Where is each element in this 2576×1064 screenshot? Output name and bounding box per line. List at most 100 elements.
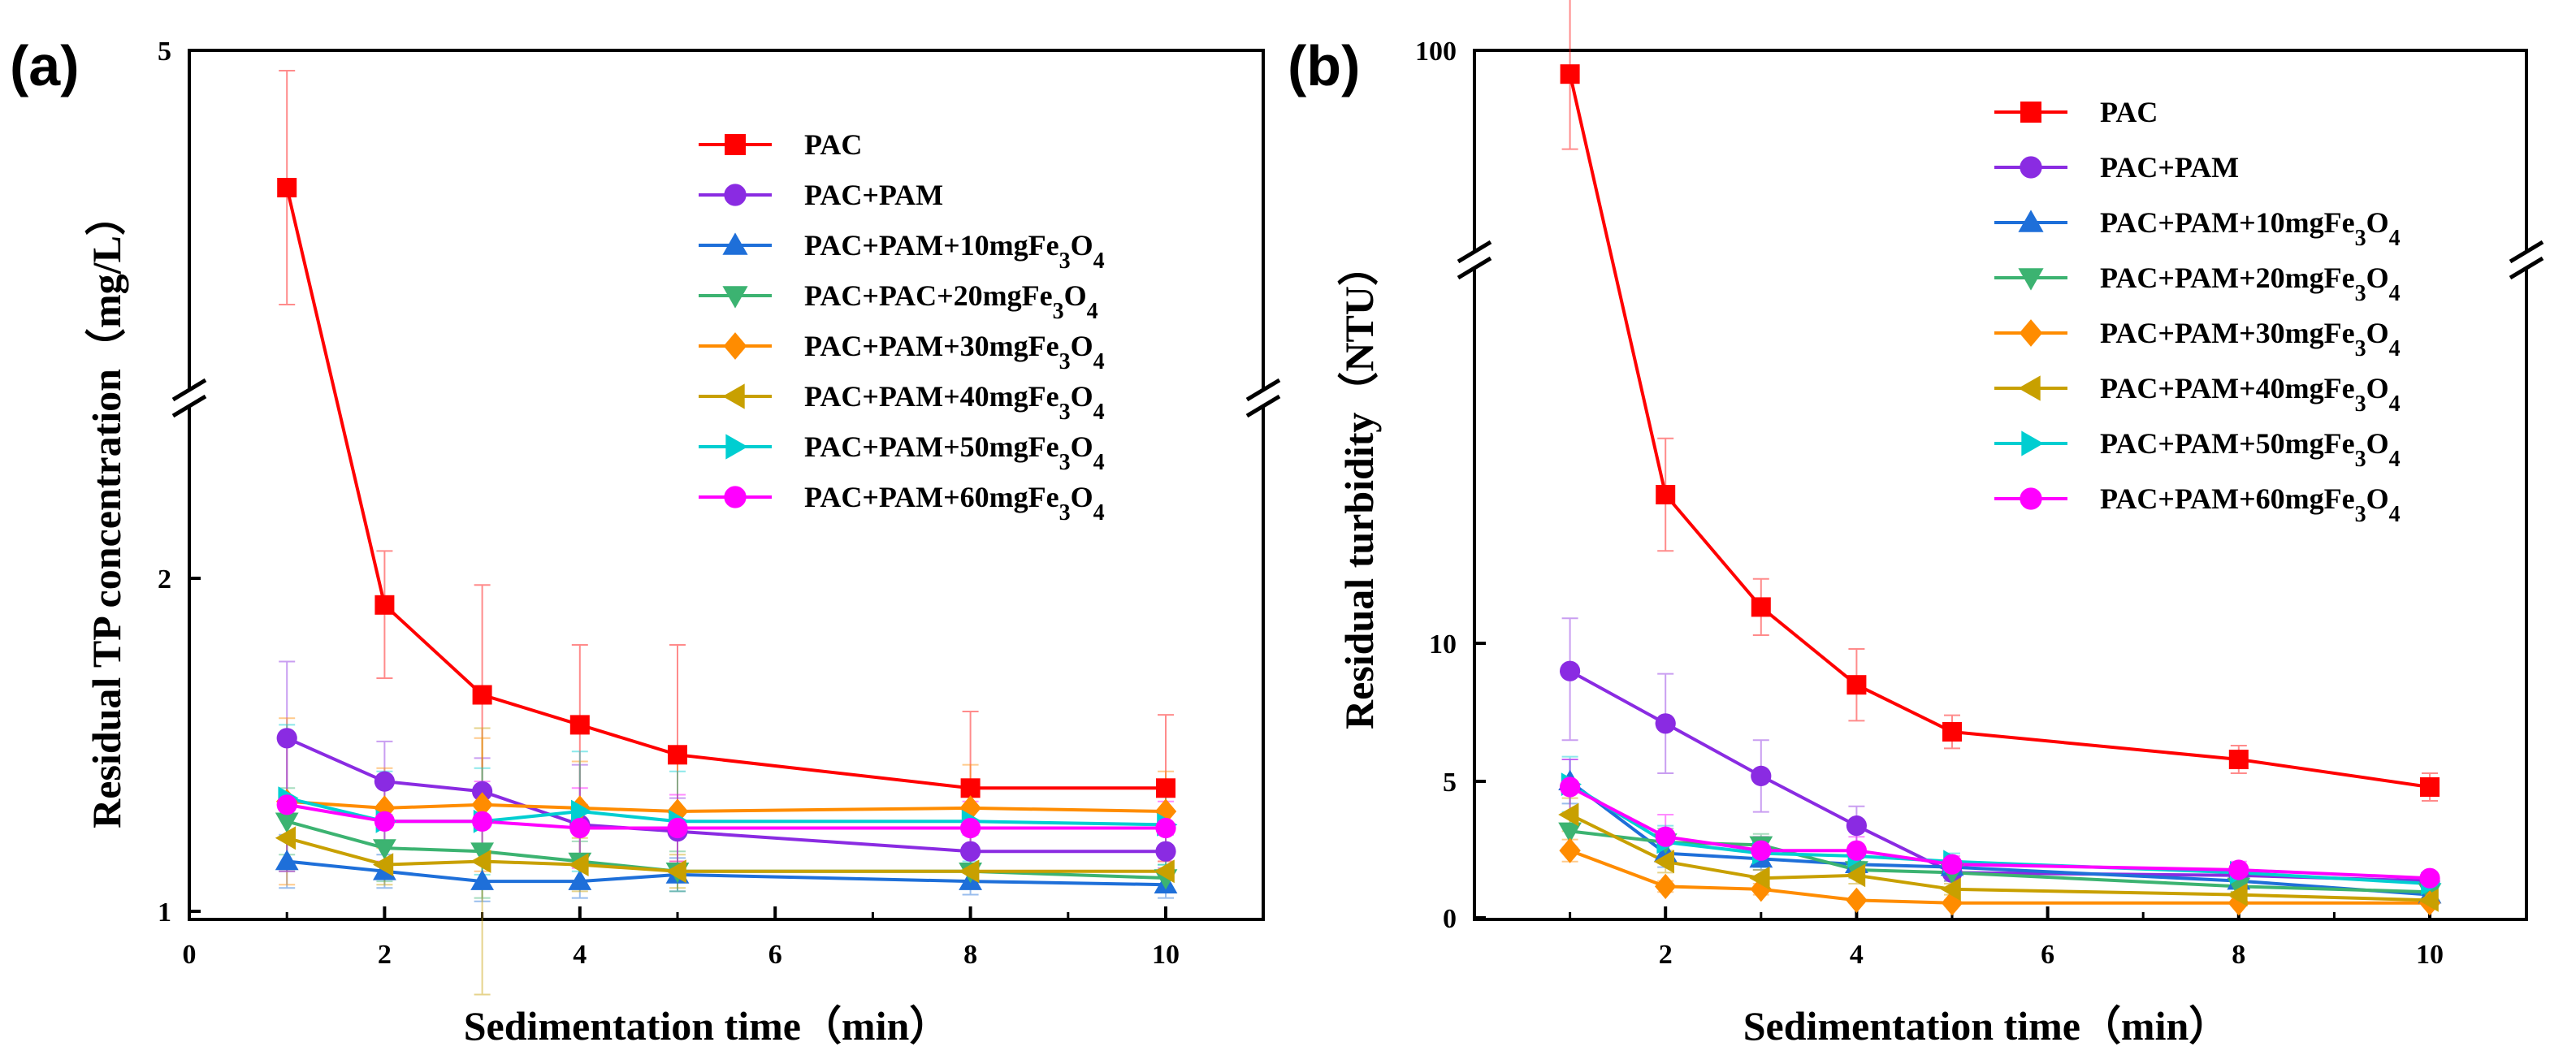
legend-marker-pac-pam-10mgfe3o4 [722,232,748,255]
data-point-pac-pam-50mgfe3o4 [571,799,592,824]
y-tick-label-100: 100 [1415,37,1457,67]
panel-a: (a) 1 2 5 0 2 4 6 8 10 PAC PAC+PAM PAC+PAM+10mgFe3… [10,34,1281,1049]
x-tick-label-8: 8 [963,940,977,970]
legend-label-pac-pam-60mgfe3o4: PAC+PAM+60mgFe3O4 [2100,482,2401,527]
data-point-pac [2228,750,2249,769]
panel-a-y-axis-title: Residual TP concentration（mg/L） [84,195,129,828]
legend-label-pac-pam: PAC+PAM [804,179,943,211]
x-tick-label-4: 4 [573,940,587,970]
data-point-pac-pam-60mgfe3o4 [2228,859,2249,880]
legend-label-pac-pam-50mgfe3o4: PAC+PAM+50mgFe3O4 [804,430,1105,475]
x-tick-label-10: 10 [2416,940,2444,970]
data-point-pac-pam-60mgfe3o4 [1655,826,1676,847]
legend-label-pac-pam-40mgfe3o4: PAC+PAM+40mgFe3O4 [804,380,1105,425]
panel-a-error-bars [279,70,1174,996]
data-point-pac-pam [472,781,493,802]
data-point-pac-pam-10mgfe3o4 [568,869,592,890]
panel-b-label: (b) [1288,34,1360,97]
data-point-pac-pam-20mgfe3o4 [2227,877,2251,898]
legend-marker-pac-pam [724,184,747,206]
x-tick-label-6: 6 [768,940,782,970]
data-point-pac-pam-30mgfe3o4 [1559,837,1581,863]
data-point-pac [960,778,981,798]
panel-a-label: (a) [10,34,80,97]
legend-label-pac-pam-20mgfe3o4: PAC+PAM+20mgFe3O4 [2100,262,2401,306]
legend-label-pac-pam: PAC+PAM [2100,151,2239,184]
panel-a-markers [275,178,1178,893]
data-point-pac-pam-20mgfe3o4 [1558,822,1582,843]
x-tick-label-10: 10 [1152,940,1180,970]
data-point-pac [277,178,297,197]
panel-a-axis-breaks [171,378,1281,418]
legend-label-pac-pam-30mgfe3o4: PAC+PAM+30mgFe3O4 [2100,317,2401,361]
data-point-pac-pam-60mgfe3o4 [276,794,297,815]
x-tick-label-2: 2 [1659,940,1673,970]
data-point-pac-pac-20mgfe3o4 [373,839,396,860]
legend-label-pac-pac-20mgfe3o4: PAC+PAC+20mgFe3O4 [804,279,1098,324]
data-point-pac-pam-40mgfe3o4 [1558,802,1579,827]
panel-b-plot-frame [1473,49,2528,921]
x-tick-label-0: 0 [183,940,197,970]
panel-b-markers [1558,64,2442,916]
legend-label-pac-pam-30mgfe3o4: PAC+PAM+30mgFe3O4 [804,330,1105,374]
data-point-pac [569,715,590,735]
series-line-pac-pac-20mgfe3o4 [286,820,1167,880]
data-point-pac-pam-60mgfe3o4 [1942,854,1963,875]
data-point-pac-pam-30mgfe3o4 [1655,873,1677,899]
axis-break-left [171,378,207,418]
legend-marker-pac-pam-60mgfe3o4 [2020,487,2042,510]
legend-marker-pac-pam-50mgfe3o4 [725,434,748,460]
y-tick-label-1: 1 [158,897,171,928]
data-point-pac-pam [1751,765,1772,787]
data-point-pac [1156,778,1175,798]
data-point-pac [374,595,395,615]
data-point-pac-pam-60mgfe3o4 [1560,776,1581,798]
y-tick-label-5: 5 [1443,768,1457,798]
panel-b-x-axis-title: Sedimentation time（min） [1743,1003,2230,1049]
data-point-pac [1846,675,1867,695]
data-point-pac-pam-30mgfe3o4 [1941,890,1963,916]
data-point-pac-pam-60mgfe3o4 [374,811,395,832]
series-line-pac-pam-60mgfe3o4 [1569,785,2431,880]
data-point-pac-pam-40mgfe3o4 [1653,850,1674,874]
series-line-pac-pam [286,736,1166,854]
data-point-pac-pam-10mgfe3o4 [275,850,299,871]
legend-label-pac-pam-10mgfe3o4: PAC+PAM+10mgFe3O4 [804,229,1105,274]
axis-break-right [1245,378,1281,418]
legend-marker-pac-pam [2020,156,2042,179]
series-line-pac-pam-40mgfe3o4 [286,836,1166,873]
data-point-pac-pam-40mgfe3o4 [1154,859,1175,884]
data-point-pac-pac-20mgfe3o4 [470,842,494,863]
data-point-pac-pam-30mgfe3o4 [471,792,493,818]
data-point-pac-pam-60mgfe3o4 [667,817,688,839]
legend-label-pac: PAC [804,128,862,161]
legend-label-pac: PAC [2100,96,2158,128]
legend-label-pac-pam-50mgfe3o4: PAC+PAM+50mgFe3O4 [2100,427,2401,472]
data-point-pac-pam-40mgfe3o4 [1845,863,1866,888]
panel-a-x-axis-title: Sedimentation time（min） [464,1003,950,1049]
data-point-pac-pam-60mgfe3o4 [1751,840,1772,861]
data-point-pac-pam-40mgfe3o4 [1940,877,1961,902]
data-point-pac-pam-40mgfe3o4 [568,853,589,876]
legend-marker-pac-pam-30mgfe3o4 [2019,319,2043,347]
legend-marker-pac-pam-60mgfe3o4 [724,486,747,508]
panel-b-axis-breaks [1457,240,2544,280]
data-point-pac-pam-40mgfe3o4 [2418,889,2439,912]
data-point-pac-pam-40mgfe3o4 [1749,866,1770,890]
legend-marker-pac-pam-10mgfe3o4 [2018,210,2044,232]
x-tick-label-4: 4 [1850,940,1864,970]
legend-label-pac-pam-40mgfe3o4: PAC+PAM+40mgFe3O4 [2100,372,2401,417]
y-tick-label-5: 5 [158,37,171,67]
data-point-pac [1942,722,1962,742]
panel-b: (b) 0 5 10 100 2 4 6 8 10 PAC PAC+PAM PAC+PAM+10mg… [1288,0,2544,1049]
data-point-pac-pam-40mgfe3o4 [959,859,980,884]
data-point-pac [2420,777,2440,797]
panel-b-y-axis-title: Residual turbidity（NTU） [1336,245,1382,729]
data-point-pac-pam [1846,815,1867,837]
data-point-pac-pam-60mgfe3o4 [472,811,493,832]
legend-marker-pac [725,134,746,155]
legend-marker-pac [2020,102,2041,123]
data-point-pac-pam-40mgfe3o4 [373,853,394,876]
data-point-pac [1751,597,1771,617]
